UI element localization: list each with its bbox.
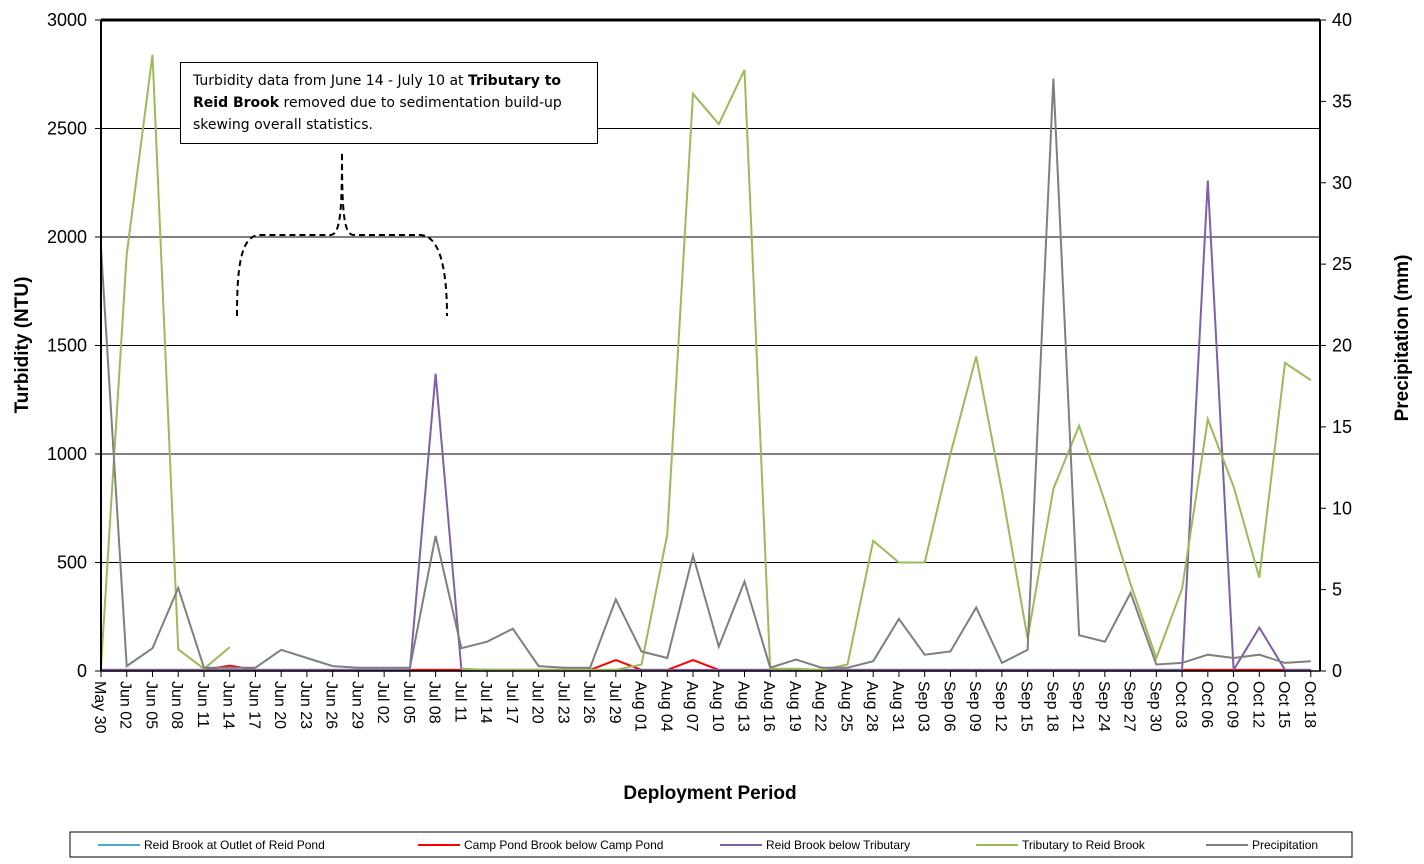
series-line: [101, 659, 1311, 671]
x-tick-label: Jun 14: [220, 681, 237, 729]
x-tick-label: Aug 19: [786, 681, 803, 732]
y-tick-label: 500: [57, 553, 87, 573]
y2-axis-title: Precipitation (mm): [1392, 255, 1413, 422]
y2-tick-label: 5: [1332, 580, 1342, 600]
x-tick-label: Jul 26: [580, 681, 597, 724]
series-line: [461, 69, 1312, 671]
bracket: [236, 151, 448, 317]
y2-tick-label: 25: [1332, 254, 1352, 274]
x-tick-label: Oct 15: [1275, 681, 1292, 728]
legend-box: [69, 831, 1353, 858]
x-tick-label: Sep 15: [1018, 681, 1035, 732]
x-tick-label: Jul 08: [426, 681, 443, 724]
y-axis-title: Turbidity (NTU): [12, 277, 33, 414]
x-tick-label: Aug 28: [863, 681, 880, 732]
x-tick-label: Aug 31: [889, 681, 906, 732]
y-tick-label: 1500: [47, 336, 87, 356]
x-tick-label: Oct 06: [1198, 681, 1215, 728]
y-tick-label: 1000: [47, 444, 87, 464]
x-tick-label: Jul 20: [529, 681, 546, 724]
series-line: [100, 78, 1311, 669]
x-tick-label: Jun 29: [348, 681, 365, 729]
y2-tick-label: 20: [1332, 336, 1352, 356]
y2-tick-label: 40: [1332, 10, 1352, 30]
legend-label: Reid Brook at Outlet of Reid Pond: [144, 838, 325, 852]
annotation-text: Turbidity data from June 14 - July 10 at: [193, 73, 468, 89]
x-tick-label: Sep 18: [1043, 681, 1060, 732]
x-tick-label: Jun 17: [245, 681, 262, 729]
x-tick-label: Sep 06: [940, 681, 957, 732]
x-tick-label: Aug 25: [837, 681, 854, 732]
x-tick-label: Jun 11: [194, 681, 211, 728]
annotation-text: removed due to sedimentation build-up sk…: [193, 95, 562, 133]
x-tick-label: Aug 16: [760, 681, 777, 732]
y2-tick-label: 30: [1332, 173, 1352, 193]
x-tick-label: Oct 03: [1172, 681, 1189, 728]
x-tick-label: Jun 26: [323, 681, 340, 729]
x-tick-label: May 30: [91, 681, 108, 734]
y-tick-label: 2500: [47, 119, 87, 139]
legend-label: Tributary to Reid Brook: [1022, 838, 1146, 852]
y-tick-label: 3000: [47, 10, 87, 30]
legend-label: Precipitation: [1252, 838, 1318, 852]
x-tick-label: Sep 09: [966, 681, 983, 732]
x-axis-title: Deployment Period: [623, 783, 796, 804]
x-tick-label: Jul 05: [400, 681, 417, 724]
y2-tick-label: 15: [1332, 417, 1352, 437]
legend-label: Camp Pond Brook below Camp Pond: [464, 838, 663, 852]
x-tick-label: Jul 02: [374, 681, 391, 724]
x-tick-label: Jun 20: [271, 681, 288, 729]
x-tick-label: Jul 11: [451, 681, 468, 723]
x-tick-label: Aug 07: [683, 681, 700, 732]
x-tick-label: Aug 04: [657, 681, 674, 732]
x-tick-label: Sep 12: [992, 681, 1009, 732]
x-tick-label: Oct 18: [1301, 681, 1318, 728]
x-tick-label: Jun 05: [142, 681, 159, 729]
x-tick-label: Sep 24: [1095, 681, 1112, 732]
y2-tick-label: 10: [1332, 498, 1352, 518]
series-line: [101, 180, 1311, 674]
x-tick-label: Jun 23: [297, 681, 314, 729]
x-tick-label: Sep 30: [1146, 681, 1163, 732]
x-tick-label: Aug 01: [632, 681, 649, 732]
y-tick-label: 2000: [47, 227, 87, 247]
y2-tick-label: 0: [1332, 661, 1342, 681]
series-line: [100, 54, 231, 671]
x-tick-label: Oct 12: [1249, 681, 1266, 728]
x-tick-label: Sep 21: [1069, 681, 1086, 732]
x-tick-label: Jun 08: [168, 681, 185, 729]
x-tick-label: Jul 14: [477, 681, 494, 724]
y-tick-label: 0: [77, 661, 87, 681]
x-tick-label: Aug 13: [735, 681, 752, 732]
x-tick-label: Oct 09: [1224, 681, 1241, 728]
legend-label: Reid Brook below Tributary: [766, 838, 910, 852]
x-tick-label: Sep 27: [1121, 681, 1138, 732]
y2-tick-label: 35: [1332, 91, 1352, 111]
x-tick-label: Aug 22: [812, 681, 829, 732]
annotation-bold: Tributary to Reid Brook: [193, 73, 562, 111]
x-tick-label: Jul 17: [503, 681, 520, 724]
x-tick-label: Aug 10: [709, 681, 726, 732]
x-tick-label: Jul 29: [606, 681, 623, 724]
x-tick-label: Sep 03: [915, 681, 932, 732]
x-tick-label: Jun 02: [117, 681, 134, 729]
x-tick-label: Jul 23: [554, 681, 571, 724]
annotation: Turbidity data from June 14 - July 10 at…: [180, 62, 598, 144]
